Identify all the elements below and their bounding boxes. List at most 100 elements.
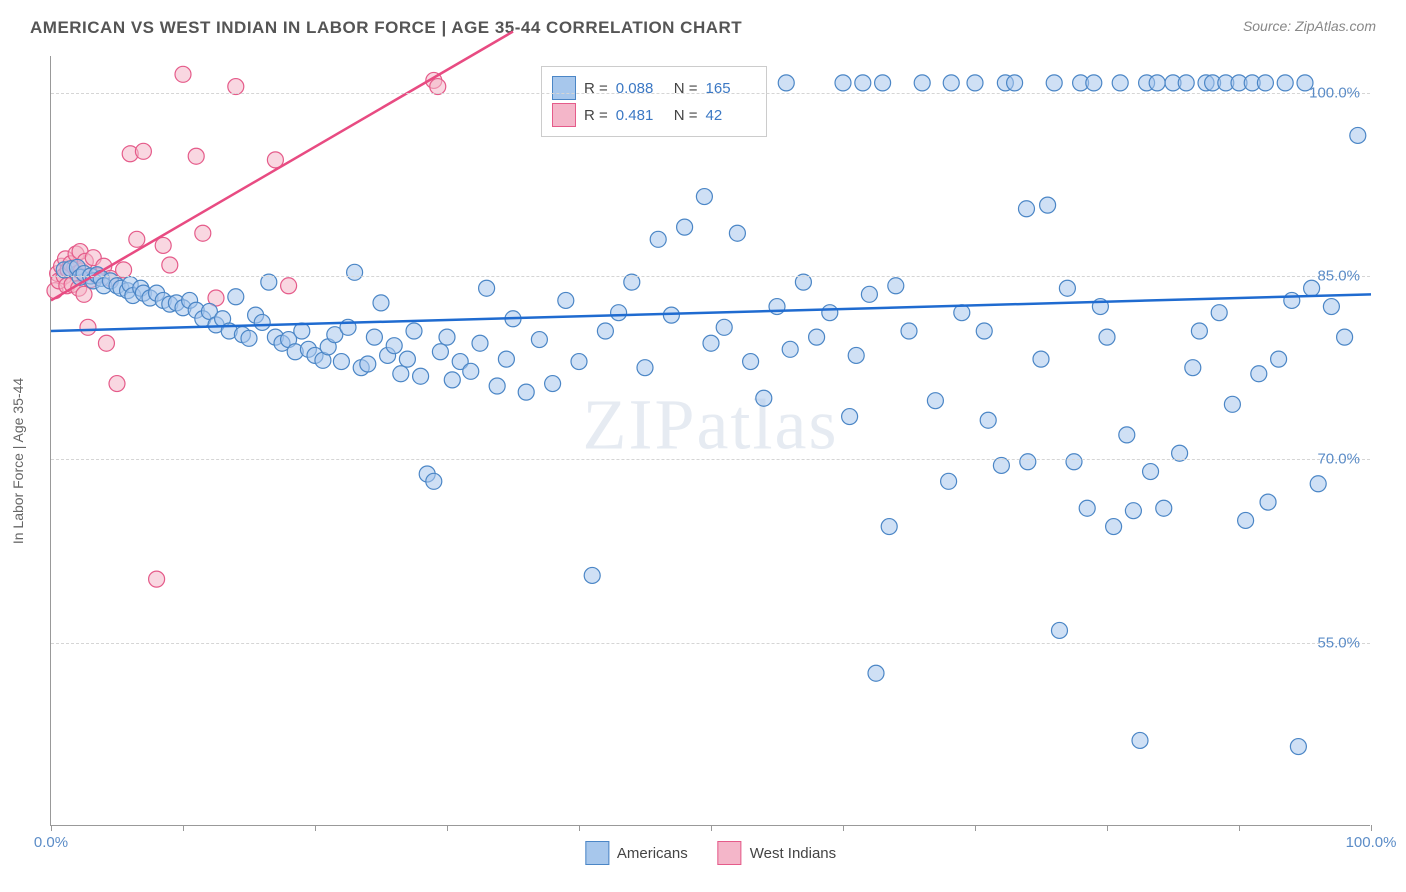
data-point bbox=[943, 75, 959, 91]
data-point bbox=[1337, 329, 1353, 345]
data-point bbox=[861, 286, 877, 302]
x-tick bbox=[51, 825, 52, 831]
data-point bbox=[1059, 280, 1075, 296]
data-point bbox=[1066, 454, 1082, 470]
data-point bbox=[444, 372, 460, 388]
data-point bbox=[472, 335, 488, 351]
data-point bbox=[489, 378, 505, 394]
y-axis-label: In Labor Force | Age 35-44 bbox=[10, 378, 26, 544]
data-point bbox=[1132, 732, 1148, 748]
data-point bbox=[941, 473, 957, 489]
n-value: 165 bbox=[706, 80, 756, 97]
data-point bbox=[967, 75, 983, 91]
data-point bbox=[241, 330, 257, 346]
data-point bbox=[637, 360, 653, 376]
data-point bbox=[1277, 75, 1293, 91]
data-point bbox=[1046, 75, 1062, 91]
data-point bbox=[571, 354, 587, 370]
data-point bbox=[1191, 323, 1207, 339]
plot-area: ZIPatlas R = 0.088 N = 165 R = 0.481 N =… bbox=[50, 56, 1370, 826]
legend-row: R = 0.088 N = 165 bbox=[552, 76, 756, 100]
data-point bbox=[531, 332, 547, 348]
data-point bbox=[703, 335, 719, 351]
data-point bbox=[868, 665, 884, 681]
r-label: R = bbox=[584, 107, 608, 124]
x-tick bbox=[183, 825, 184, 831]
data-point bbox=[1079, 500, 1095, 516]
legend-label: Americans bbox=[617, 845, 688, 862]
legend-swatch bbox=[585, 841, 609, 865]
data-point bbox=[1033, 351, 1049, 367]
gridline bbox=[51, 459, 1370, 460]
data-point bbox=[1271, 351, 1287, 367]
data-point bbox=[1125, 503, 1141, 519]
data-point bbox=[976, 323, 992, 339]
r-label: R = bbox=[584, 80, 608, 97]
data-point bbox=[175, 66, 191, 82]
data-point bbox=[1040, 197, 1056, 213]
data-point bbox=[1290, 739, 1306, 755]
data-point bbox=[366, 329, 382, 345]
legend-item: West Indians bbox=[718, 841, 836, 865]
data-point bbox=[611, 305, 627, 321]
data-point bbox=[228, 289, 244, 305]
y-tick-label: 70.0% bbox=[1317, 451, 1360, 468]
r-value: 0.088 bbox=[616, 80, 666, 97]
data-point bbox=[1051, 622, 1067, 638]
data-point bbox=[406, 323, 422, 339]
data-point bbox=[162, 257, 178, 273]
x-tick bbox=[579, 825, 580, 831]
legend-label: West Indians bbox=[750, 845, 836, 862]
data-point bbox=[479, 280, 495, 296]
legend-swatch bbox=[552, 76, 576, 100]
data-point bbox=[597, 323, 613, 339]
x-tick bbox=[1239, 825, 1240, 831]
legend-item: Americans bbox=[585, 841, 688, 865]
y-tick-label: 55.0% bbox=[1317, 634, 1360, 651]
n-value: 42 bbox=[706, 107, 756, 124]
x-tick bbox=[975, 825, 976, 831]
data-point bbox=[1323, 299, 1339, 315]
data-point bbox=[875, 75, 891, 91]
data-point bbox=[135, 143, 151, 159]
data-point bbox=[188, 148, 204, 164]
data-point bbox=[782, 341, 798, 357]
data-point bbox=[518, 384, 534, 400]
data-point bbox=[756, 390, 772, 406]
legend-swatch bbox=[552, 103, 576, 127]
data-point bbox=[1149, 75, 1165, 91]
data-point bbox=[1020, 454, 1036, 470]
data-point bbox=[822, 305, 838, 321]
data-point bbox=[1310, 476, 1326, 492]
x-tick bbox=[447, 825, 448, 831]
data-point bbox=[1119, 427, 1135, 443]
x-tick bbox=[711, 825, 712, 831]
data-point bbox=[413, 368, 429, 384]
data-point bbox=[1211, 305, 1227, 321]
data-point bbox=[1251, 366, 1267, 382]
x-tick-label: 100.0% bbox=[1346, 834, 1397, 851]
data-point bbox=[432, 344, 448, 360]
data-point bbox=[881, 519, 897, 535]
data-point bbox=[1156, 500, 1172, 516]
stats-legend: R = 0.088 N = 165 R = 0.481 N = 42 bbox=[541, 66, 767, 137]
data-point bbox=[888, 278, 904, 294]
data-point bbox=[716, 319, 732, 335]
data-point bbox=[901, 323, 917, 339]
y-tick-label: 85.0% bbox=[1317, 268, 1360, 285]
data-point bbox=[281, 278, 297, 294]
data-point bbox=[129, 231, 145, 247]
gridline bbox=[51, 93, 1370, 94]
gridline bbox=[51, 276, 1370, 277]
data-point bbox=[1284, 292, 1300, 308]
x-tick-label: 0.0% bbox=[34, 834, 68, 851]
data-point bbox=[1260, 494, 1276, 510]
data-point bbox=[333, 354, 349, 370]
data-point bbox=[914, 75, 930, 91]
data-point bbox=[386, 338, 402, 354]
gridline bbox=[51, 643, 1370, 644]
data-point bbox=[1224, 396, 1240, 412]
data-point bbox=[1007, 75, 1023, 91]
trend-line bbox=[51, 32, 513, 301]
x-tick bbox=[1107, 825, 1108, 831]
